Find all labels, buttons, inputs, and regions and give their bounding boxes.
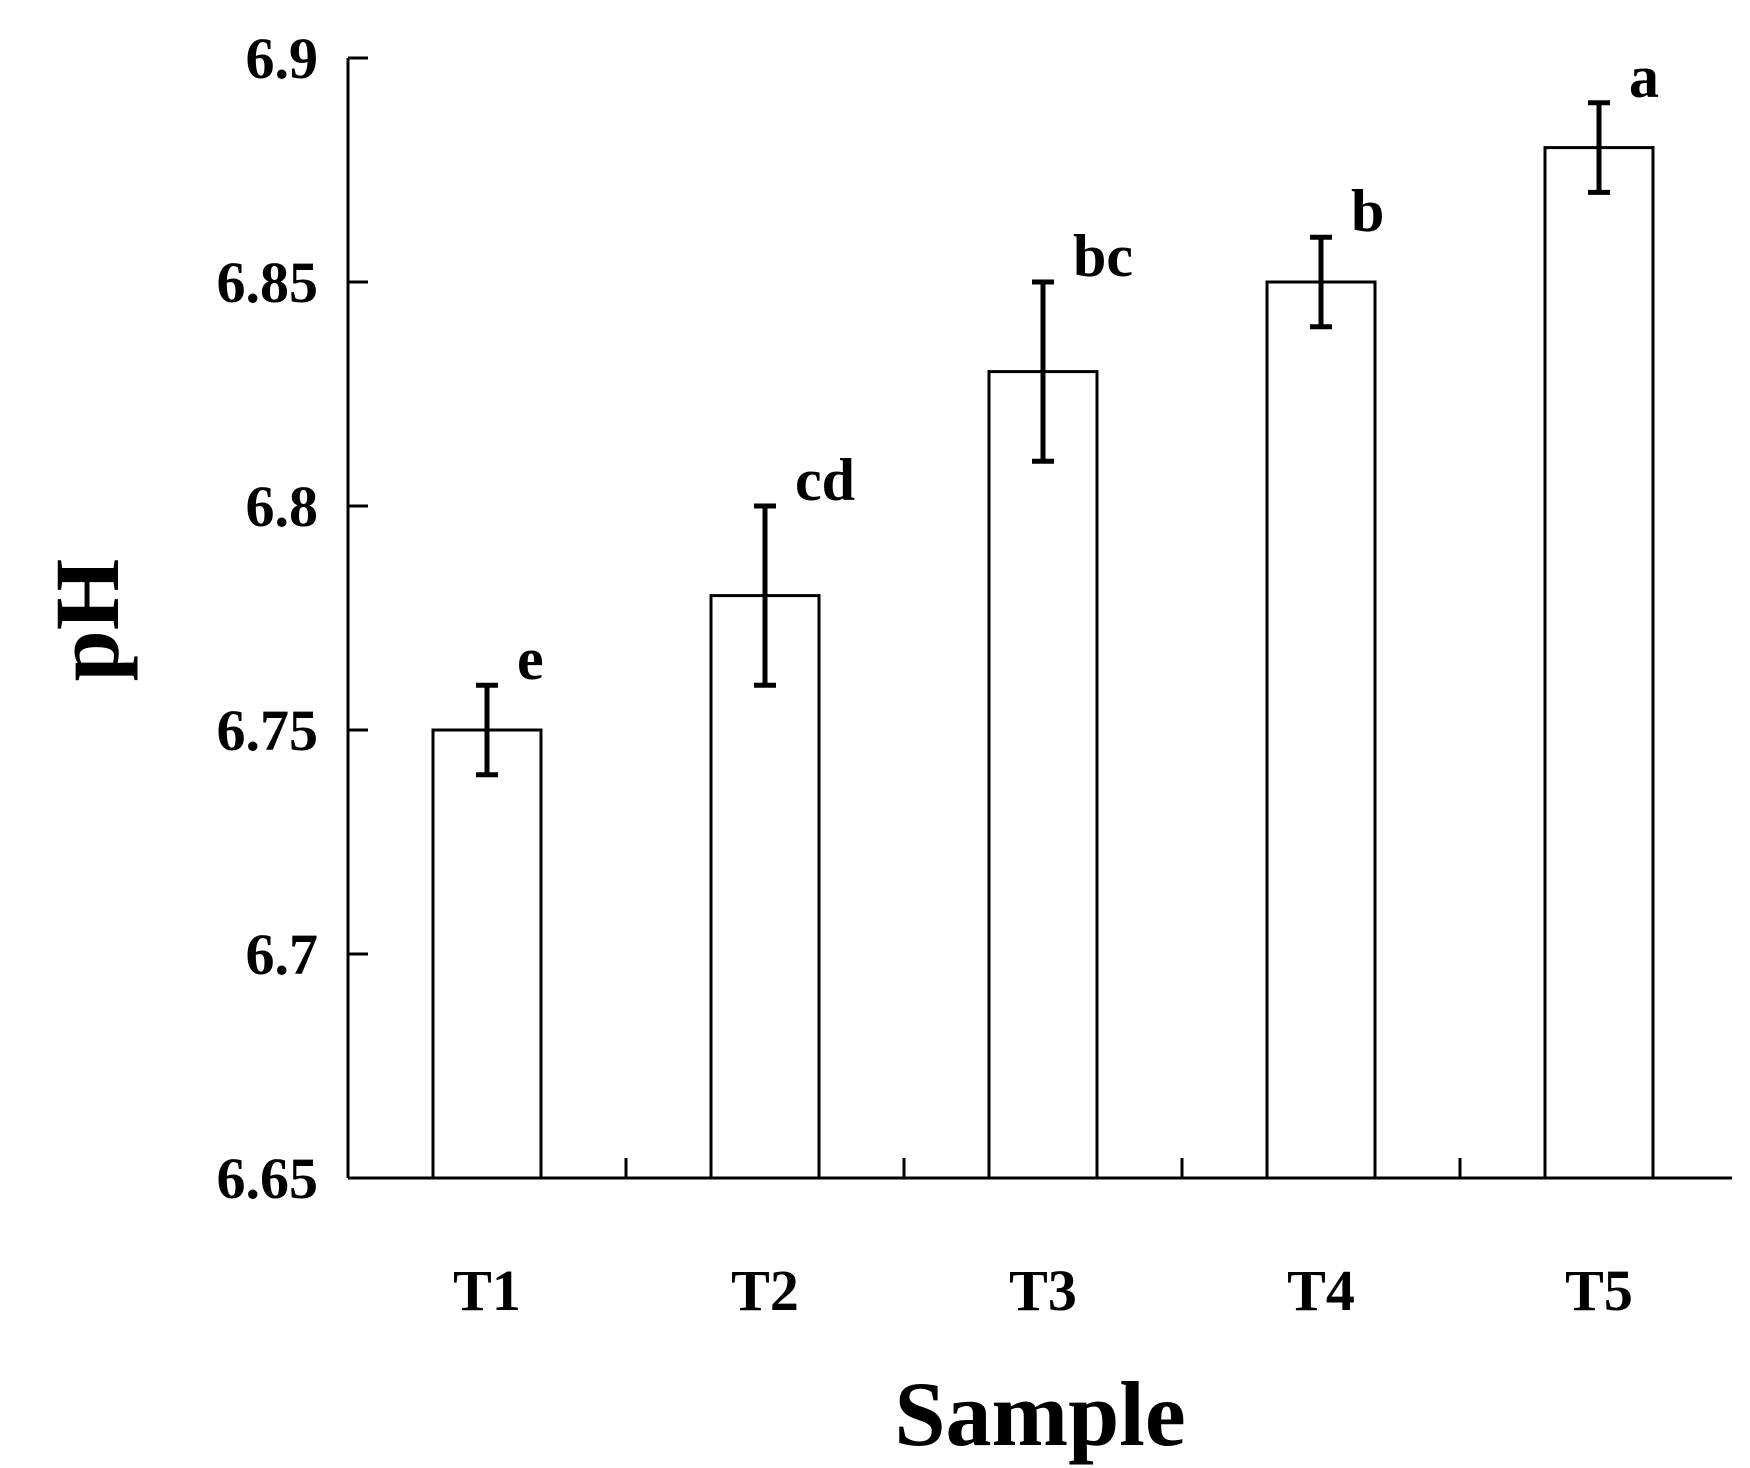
y-axis-title: pH (36, 559, 138, 682)
y-tick-label: 6.9 (246, 26, 319, 91)
error-bar-t3 (1032, 279, 1054, 464)
significance-label: a (1629, 44, 1659, 110)
y-tick-label: 6.65 (217, 1146, 319, 1211)
error-bar-t1 (476, 682, 498, 778)
y-tick-label: 6.7 (246, 922, 319, 987)
x-tick-label: T5 (1565, 1258, 1633, 1323)
bar-t5 (1543, 146, 1655, 1180)
x-tick-label: T1 (453, 1258, 521, 1323)
significance-label: b (1351, 178, 1384, 244)
bar-t3 (987, 370, 1099, 1180)
x-tick-label: T3 (1009, 1258, 1077, 1323)
significance-label: cd (795, 447, 855, 513)
bar-t2 (709, 594, 821, 1180)
axes-layer (346, 58, 1732, 1180)
y-tick-label: 6.75 (217, 698, 319, 763)
y-ticks-layer: 6.65 6.7 6.75 6.8 6.85 6.9 (217, 26, 368, 1211)
significance-label: bc (1073, 223, 1133, 289)
y-tick-label: 6.85 (217, 250, 319, 315)
bar-t4 (1265, 280, 1377, 1180)
y-tick-label: 6.8 (246, 474, 319, 539)
x-tick-label: T4 (1287, 1258, 1355, 1323)
error-bar-t4 (1310, 234, 1332, 330)
error-bars-layer (476, 100, 1610, 778)
significance-label: e (517, 626, 544, 692)
error-bar-t2 (754, 503, 776, 688)
x-tick-label: T2 (731, 1258, 799, 1323)
significance-labels-layer: e cd bc b a (517, 44, 1659, 692)
x-axis-title: Sample (894, 1363, 1185, 1465)
x-ticks-layer: T1 T2 T3 T4 T5 (453, 1158, 1633, 1323)
error-bar-t5 (1588, 100, 1610, 195)
bar-t1 (431, 728, 543, 1180)
